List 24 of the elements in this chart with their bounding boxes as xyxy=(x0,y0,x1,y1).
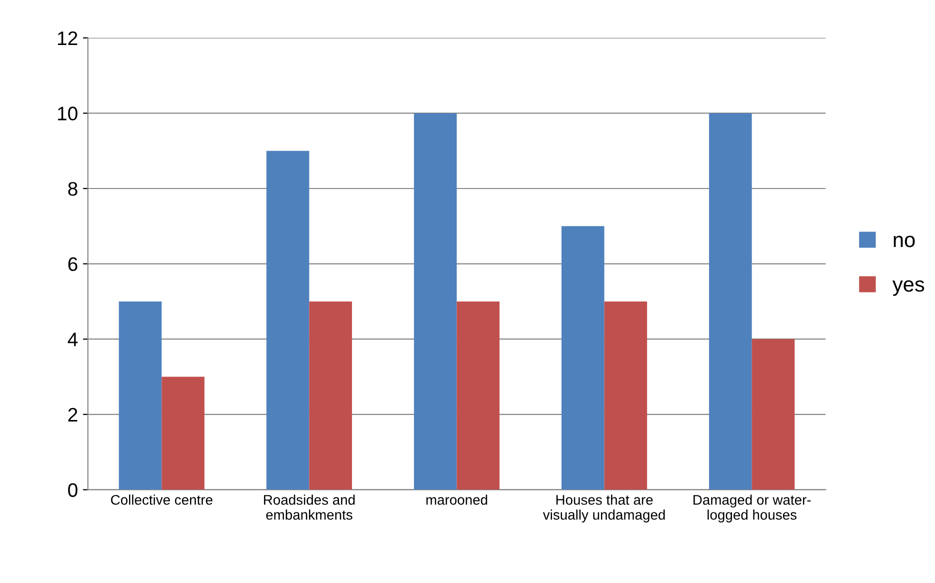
bar xyxy=(456,301,500,490)
y-tick-label: 2 xyxy=(68,408,78,422)
y-tick-label: 0 xyxy=(68,483,78,497)
bar xyxy=(162,376,204,490)
x-tick-label: Houses that are visually undamaged xyxy=(542,494,665,522)
bar xyxy=(604,301,648,490)
x-tick-label: Roadsides and embankments xyxy=(264,494,355,520)
y-tick-label: 10 xyxy=(58,106,78,120)
legend-label: no xyxy=(894,236,915,248)
bar xyxy=(414,113,457,490)
y-tick-label: 4 xyxy=(68,332,78,346)
bar xyxy=(266,150,310,490)
x-tick-label: Damaged or water- logged houses xyxy=(694,494,811,522)
legend-label: yes xyxy=(892,280,924,296)
y-tick-label: 12 xyxy=(58,31,78,45)
x-tick-label: marooned xyxy=(426,494,488,505)
bar xyxy=(118,301,162,490)
bar xyxy=(309,301,352,490)
y-tick-label: 8 xyxy=(68,182,78,196)
bar xyxy=(752,339,795,490)
bar xyxy=(562,226,604,490)
y-tick-label: 6 xyxy=(68,257,78,272)
x-tick-label: Collective centre xyxy=(111,494,212,505)
bar xyxy=(709,113,752,490)
